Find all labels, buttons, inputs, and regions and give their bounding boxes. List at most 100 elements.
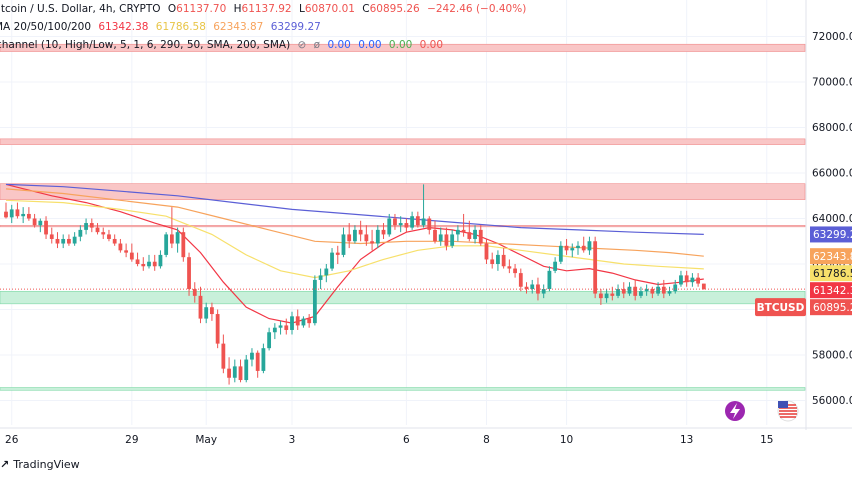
candle-down[interactable] — [210, 302, 214, 321]
candle-down[interactable] — [484, 238, 489, 264]
candle-up[interactable] — [61, 234, 66, 249]
tradingview-brand[interactable]: ↗ TradingView — [0, 458, 80, 471]
candle-down[interactable] — [393, 213, 397, 230]
candle-down[interactable] — [124, 243, 129, 258]
candle-up[interactable] — [232, 359, 237, 383]
candle-down[interactable] — [621, 282, 626, 299]
eye-icon[interactable]: ø — [313, 39, 321, 51]
candle-up[interactable] — [164, 232, 169, 258]
candle-down[interactable] — [518, 268, 523, 292]
candle-down[interactable] — [67, 234, 71, 246]
candle-up[interactable] — [84, 218, 88, 235]
candle-up[interactable] — [450, 229, 455, 249]
us-flag-icon[interactable] — [777, 400, 799, 422]
candle-down[interactable] — [467, 220, 472, 242]
candle-down[interactable] — [198, 286, 203, 324]
candle-down[interactable] — [221, 334, 226, 374]
candle-up[interactable] — [375, 225, 380, 249]
candle-down[interactable] — [255, 350, 260, 378]
candle-up[interactable] — [547, 266, 552, 292]
candle-down[interactable] — [135, 252, 140, 267]
candle-down[interactable] — [593, 236, 598, 299]
candle-up[interactable] — [541, 284, 546, 299]
candle-up[interactable] — [387, 213, 392, 237]
candle-up[interactable] — [9, 204, 14, 224]
candle-down[interactable] — [32, 213, 37, 228]
candle-up[interactable] — [616, 284, 620, 299]
candle-up[interactable] — [204, 302, 209, 324]
candle-down[interactable] — [364, 225, 369, 246]
candle-down[interactable] — [169, 207, 174, 249]
candle-down[interactable] — [192, 282, 197, 303]
candle-up[interactable] — [38, 218, 43, 233]
candle-up[interactable] — [324, 264, 329, 283]
candle-down[interactable] — [44, 216, 48, 239]
candle-down[interactable] — [347, 223, 352, 249]
candle-up[interactable] — [673, 279, 678, 294]
candle-up[interactable] — [627, 282, 632, 296]
candle-up[interactable] — [558, 241, 563, 264]
candle-down[interactable] — [295, 309, 300, 330]
eye-off-icon[interactable]: ⊘ — [297, 39, 307, 51]
candle-down[interactable] — [478, 225, 483, 246]
candle-up[interactable] — [261, 343, 266, 374]
candle-down[interactable] — [490, 252, 495, 269]
candle-up[interactable] — [250, 348, 254, 367]
candle-up[interactable] — [318, 268, 323, 290]
candle-up[interactable] — [496, 250, 500, 271]
candle-down[interactable] — [215, 309, 220, 349]
candle-down[interactable] — [581, 236, 586, 253]
candle-down[interactable] — [181, 227, 186, 262]
candle-down[interactable] — [461, 213, 466, 237]
candle-up[interactable] — [421, 184, 426, 228]
candle-up[interactable] — [244, 355, 249, 383]
candle-up[interactable] — [301, 316, 306, 328]
candle-down[interactable] — [307, 314, 312, 328]
candle-up[interactable] — [72, 232, 77, 246]
candle-down[interactable] — [284, 318, 289, 335]
symbol-title[interactable]: itcoin / U.S. Dollar, 4h, CRYPTO — [0, 3, 161, 15]
candle-down[interactable] — [684, 270, 689, 287]
channel-label[interactable]: channel (10, High/Low, 5, 1, 6, 290, 50,… — [0, 39, 291, 51]
candle-down[interactable] — [49, 227, 54, 244]
candle-up[interactable] — [438, 227, 443, 246]
candle-up[interactable] — [553, 257, 558, 274]
candle-down[interactable] — [26, 207, 31, 221]
candle-down[interactable] — [335, 245, 340, 264]
candle-up[interactable] — [330, 248, 334, 271]
candle-up[interactable] — [530, 279, 535, 294]
candle-down[interactable] — [513, 264, 517, 278]
candle-up[interactable] — [455, 225, 460, 242]
candle-down[interactable] — [598, 289, 603, 305]
candle-down[interactable] — [112, 234, 117, 246]
candle-down[interactable] — [404, 218, 409, 233]
candle-down[interactable] — [381, 223, 386, 239]
candle-down[interactable] — [524, 282, 529, 294]
candle-down[interactable] — [650, 286, 655, 299]
candle-up[interactable] — [690, 273, 695, 287]
candle-up[interactable] — [587, 236, 592, 255]
candle-down[interactable] — [107, 229, 111, 242]
candle-down[interactable] — [89, 218, 94, 233]
candle-up[interactable] — [398, 216, 403, 233]
candle-down[interactable] — [564, 238, 569, 255]
candle-down[interactable] — [633, 279, 638, 301]
candle-down[interactable] — [444, 227, 449, 251]
candle-up[interactable] — [576, 241, 580, 255]
candle-down[interactable] — [55, 232, 60, 249]
ma-label[interactable]: MA 20/50/100/200 — [0, 21, 91, 33]
candle-up[interactable] — [473, 225, 477, 244]
candle-up[interactable] — [604, 289, 609, 303]
candle-up[interactable] — [175, 227, 180, 253]
candle-down[interactable] — [501, 248, 506, 269]
candle-up[interactable] — [341, 227, 346, 258]
candle-down[interactable] — [427, 216, 432, 235]
candle-up[interactable] — [290, 311, 294, 335]
candle-up[interactable] — [570, 243, 575, 258]
candle-up[interactable] — [679, 270, 683, 287]
candle-down[interactable] — [701, 283, 706, 290]
candle-down[interactable] — [152, 254, 157, 271]
price-axis[interactable] — [806, 0, 852, 430]
candle-down[interactable] — [696, 273, 701, 287]
